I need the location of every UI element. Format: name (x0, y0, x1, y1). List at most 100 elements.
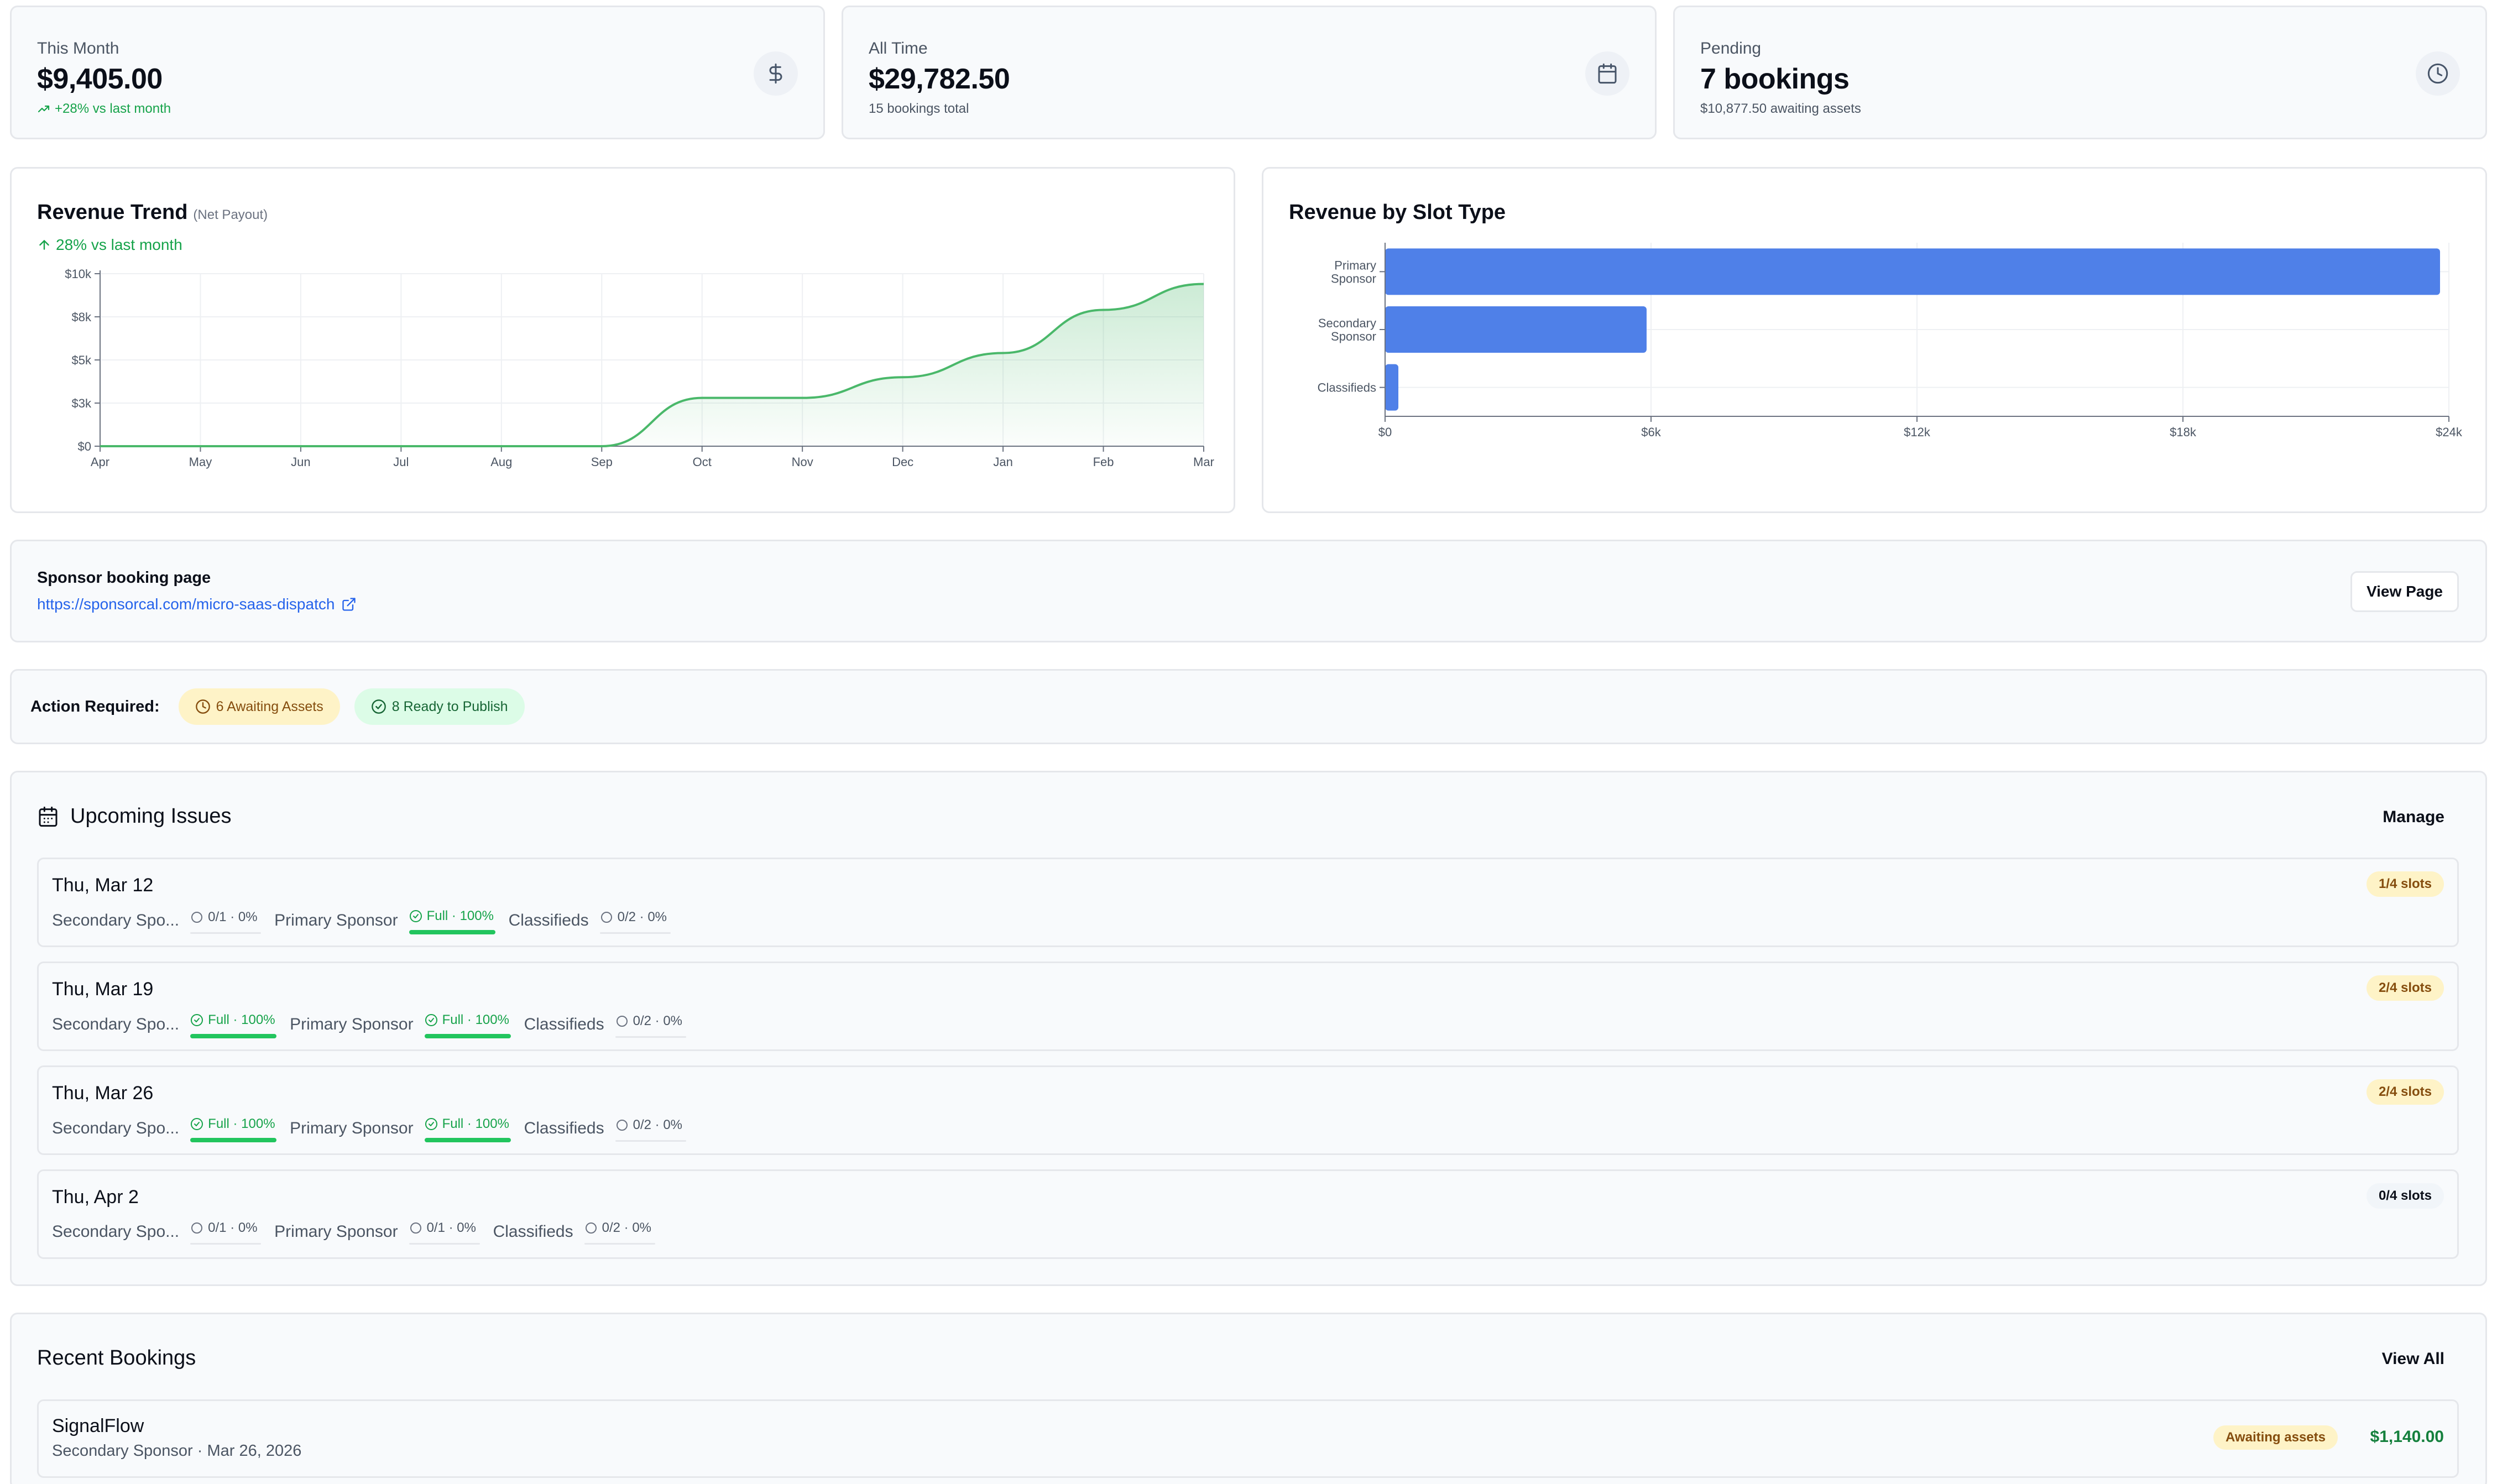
slot-progress-bar (424, 1138, 511, 1142)
slot-progress-bar (424, 1034, 511, 1038)
revenue-by-slot-chart: Primary Sponsor Secondary Sponsor Classified… (1318, 243, 2463, 439)
slot-stat: 0/2 · 0% (600, 908, 671, 927)
slots-badge: 2/4 slots (2366, 1079, 2444, 1105)
bar (1385, 248, 2440, 295)
stat-card-pending: Pending 7 bookings $10,877.50 awaiting a… (1673, 6, 2487, 139)
stat-card-this-month: This Month $9,405.00 +28% vs last month (10, 6, 825, 139)
circle-icon (616, 1119, 628, 1131)
calendar-icon (39, 806, 58, 827)
revenue-trend-subtitle: (Net Payout) (193, 207, 268, 222)
y-tick-label: $3k (72, 396, 92, 410)
y-tick-label: $10k (65, 267, 92, 281)
slot-stat-text: 0/1 · 0% (208, 1220, 258, 1235)
slot-progress-bar (409, 1243, 480, 1245)
slot-stat: Full · 100% (190, 1115, 276, 1133)
slot-name: Classifieds (508, 911, 589, 929)
slot-stat-text: Full · 100% (208, 1012, 275, 1027)
trend-line (100, 283, 1204, 448)
stat-label: Pending (1700, 39, 1762, 58)
ready-to-publish-pill[interactable]: 8 Ready to Publish (354, 688, 525, 725)
slot-status: Full · 100% (409, 907, 495, 934)
check-circle-icon (191, 1118, 203, 1130)
revenue-by-slot-card: Revenue by Slot Type Primary Sponsor Secon… (1262, 167, 2487, 513)
booking-page-url: https://sponsorcal.com/micro-saas-dispat… (37, 595, 335, 613)
booking-amount: $1,140.00 (2370, 1428, 2444, 1446)
slot-status: Full · 100% (424, 1011, 511, 1038)
slot-name: Classifieds (524, 1119, 604, 1137)
slot-stat-text: Full · 100% (426, 908, 494, 923)
slot-status: Full · 100% (424, 1115, 511, 1142)
issue-slots: Secondary Spo... 0/1 · 0% Primary Sponso… (52, 1219, 668, 1245)
x-tick-label: Feb (1093, 455, 1114, 469)
x-tick-label: Oct (693, 455, 712, 469)
issue-row[interactable]: Thu, Mar 26 Secondary Spo... Full · 100% … (37, 1065, 2459, 1155)
x-tick-label: Dec (892, 455, 913, 469)
stat-sub: 15 bookings total (869, 101, 969, 116)
slot-progress-bar (190, 1138, 277, 1142)
revenue-trend-change: 28% vs last month (37, 236, 182, 254)
action-required-card: Action Required: 6 Awaiting Assets 8 Rea… (10, 669, 2487, 744)
stat-value: $29,782.50 (869, 63, 1010, 95)
slot-progress-bar (584, 1243, 655, 1245)
slot-stat-text: Full · 100% (442, 1012, 509, 1027)
circle-icon (585, 1222, 597, 1234)
slot-stat-text: 0/2 · 0% (617, 909, 667, 924)
slot-progress-bar (615, 1140, 686, 1142)
slot-status: 0/1 · 0% (409, 1219, 480, 1245)
check-circle-icon (191, 1014, 203, 1026)
booking-name: SignalFlow (52, 1415, 144, 1436)
stat-card-all-time: All Time $29,782.50 15 bookings total (842, 6, 1657, 139)
slot-name: Classifieds (524, 1015, 604, 1033)
x-tick-label: Jan (993, 455, 1012, 469)
x-tick-label: May (189, 455, 212, 469)
revenue-by-slot-title: Revenue by Slot Type (1289, 201, 1506, 224)
bar (1385, 306, 1647, 353)
y-tick-label: $5k (72, 353, 92, 367)
revenue-trend-title: Revenue Trend (Net Payout) (37, 201, 268, 224)
y-tick-label: Classifieds (1318, 381, 1376, 395)
booking-status-badge: Awaiting assets (2213, 1425, 2338, 1450)
trending-up-icon (38, 105, 50, 113)
issue-date: Thu, Mar 26 (52, 1083, 154, 1104)
slot-stat-text: Full · 100% (208, 1116, 275, 1131)
view-page-button[interactable]: View Page (2350, 571, 2459, 612)
issue-row[interactable]: Thu, Apr 2 Secondary Spo... 0/1 · 0% Prim… (37, 1169, 2459, 1259)
slot-status: 0/2 · 0% (615, 1012, 686, 1038)
y-tick-label: Secondary Sponsor (1318, 316, 1376, 343)
recent-bookings-title: Recent Bookings (37, 1346, 196, 1370)
slot-stat: Full · 100% (425, 1115, 511, 1133)
stat-value: 7 bookings (1700, 63, 1850, 95)
slot-name: Secondary Spo... (52, 911, 180, 929)
manage-button[interactable]: Manage (2383, 808, 2444, 826)
y-tick-label: $8k (72, 310, 92, 324)
slots-badge: 0/4 slots (2366, 1183, 2444, 1209)
issue-row[interactable]: Thu, Mar 12 Secondary Spo... 0/1 · 0% Pri… (37, 858, 2459, 947)
x-tick-label: $6k (1641, 425, 1661, 439)
check-circle-icon (409, 910, 422, 922)
slot-progress-bar (190, 932, 262, 934)
action-required-label: Action Required: (30, 697, 160, 715)
revenue-trend-title-text: Revenue Trend (37, 201, 188, 224)
slot-status: Full · 100% (190, 1011, 277, 1038)
booking-page-link[interactable]: https://sponsorcal.com/micro-saas-dispat… (37, 595, 357, 613)
x-tick-label: $24k (2436, 425, 2463, 439)
issue-slots: Secondary Spo... 0/1 · 0% Primary Sponso… (52, 907, 684, 934)
slot-stat: 0/1 · 0% (190, 1219, 261, 1237)
booking-row[interactable]: SignalFlow Secondary Sponsor · Mar 26, 2… (37, 1399, 2459, 1478)
circle-icon (410, 1222, 421, 1234)
awaiting-assets-pill[interactable]: 6 Awaiting Assets (178, 688, 340, 725)
x-tick-label: Nov (792, 455, 813, 469)
slot-stat: 0/1 · 0% (190, 908, 261, 927)
view-all-button[interactable]: View All (2381, 1350, 2444, 1368)
slot-status: 0/2 · 0% (615, 1116, 686, 1142)
slot-status: Full · 100% (190, 1115, 277, 1142)
slot-status: 0/2 · 0% (599, 908, 671, 934)
awaiting-assets-text: 6 Awaiting Assets (216, 698, 323, 714)
issue-row[interactable]: Thu, Mar 19 Secondary Spo... Full · 100% … (37, 962, 2459, 1051)
x-tick-label: $0 (1378, 425, 1392, 439)
x-tick-label: $18k (2170, 425, 2197, 439)
stat-label: This Month (37, 39, 119, 58)
circle-icon (191, 1222, 203, 1234)
slot-name: Secondary Spo... (52, 1119, 180, 1137)
slot-name: Secondary Spo... (52, 1015, 180, 1033)
